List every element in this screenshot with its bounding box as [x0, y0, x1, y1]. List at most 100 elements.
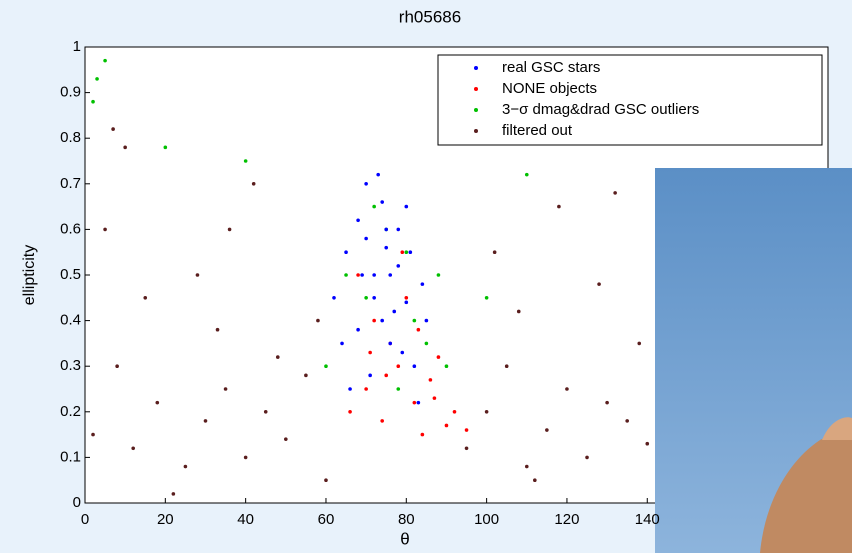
x-tick-label: 140 — [635, 511, 660, 528]
point — [424, 318, 429, 323]
point — [143, 296, 148, 300]
point — [504, 364, 509, 369]
point — [304, 373, 308, 378]
legend-label: 3−σ dmag&drad GSC outliers — [502, 101, 699, 118]
x-tick-label: 120 — [554, 511, 579, 528]
point — [533, 478, 537, 483]
point — [436, 273, 441, 277]
point — [396, 227, 401, 232]
point — [103, 227, 107, 232]
chart-title: rh05686 — [399, 7, 461, 26]
point — [380, 419, 385, 423]
point — [396, 364, 401, 369]
point — [364, 236, 368, 241]
point — [356, 218, 360, 223]
point — [324, 478, 328, 483]
point — [243, 455, 248, 460]
point — [340, 341, 344, 346]
legend-marker — [474, 108, 478, 112]
point — [111, 127, 115, 131]
point — [356, 327, 360, 332]
point — [436, 355, 441, 359]
legend: real GSC stars NONE objects 3−σ dmag&drad … — [437, 54, 823, 146]
point — [613, 191, 617, 195]
point — [344, 273, 348, 277]
legend-marker — [474, 87, 478, 91]
point — [195, 273, 200, 277]
point — [565, 387, 569, 391]
x-tick-label: 60 — [318, 511, 335, 528]
legend-marker — [474, 66, 478, 70]
point — [404, 300, 409, 305]
point — [364, 387, 368, 391]
point — [372, 296, 376, 300]
legend-label: real GSC stars — [502, 59, 600, 76]
y-tick-label: 0 — [73, 494, 81, 511]
point — [484, 296, 489, 300]
point — [404, 296, 409, 300]
point — [380, 318, 385, 323]
point — [416, 327, 421, 332]
point — [251, 182, 256, 186]
legend-box — [437, 54, 823, 146]
legend-label: NONE objects — [502, 80, 597, 97]
point — [344, 250, 348, 254]
point — [464, 446, 469, 451]
y-tick-label: 0.7 — [60, 175, 81, 192]
x-axis-label: θ — [400, 529, 409, 548]
point — [131, 446, 135, 451]
x-tick-label: 20 — [157, 511, 174, 528]
point — [384, 227, 389, 232]
point — [284, 437, 288, 441]
point — [432, 396, 437, 400]
point — [412, 364, 417, 369]
point — [484, 410, 489, 414]
point — [91, 432, 95, 437]
photo-finger — [822, 417, 852, 440]
point — [275, 355, 280, 359]
point — [605, 400, 609, 405]
point — [597, 282, 601, 286]
y-tick-label: 0.5 — [60, 266, 81, 283]
point — [372, 204, 376, 209]
legend-marker — [474, 129, 478, 133]
point — [424, 341, 429, 346]
legend-label: filtered out — [502, 122, 573, 139]
plot — [91, 58, 670, 496]
point — [223, 387, 228, 391]
point — [404, 250, 409, 254]
point — [412, 318, 417, 323]
point — [396, 387, 401, 391]
point — [524, 172, 529, 177]
point — [368, 350, 372, 355]
point — [396, 264, 401, 268]
point — [243, 159, 248, 163]
y-tick-label: 0.2 — [60, 403, 81, 420]
point — [516, 309, 521, 314]
point — [380, 200, 385, 204]
point — [585, 455, 589, 460]
x-tick-label: 0 — [81, 511, 89, 528]
point — [625, 419, 629, 423]
point — [227, 227, 232, 232]
point — [91, 99, 95, 104]
photo-overlay — [655, 168, 852, 553]
point — [416, 400, 421, 405]
photo-hand — [760, 430, 852, 553]
point — [492, 250, 497, 254]
point — [348, 410, 352, 414]
point — [428, 378, 433, 382]
point — [123, 145, 127, 150]
point — [392, 309, 397, 314]
point — [155, 400, 160, 405]
y-tick-label: 0.6 — [60, 220, 81, 237]
point — [324, 364, 328, 369]
point — [384, 245, 389, 250]
point — [263, 410, 268, 414]
point — [372, 318, 376, 323]
point — [95, 77, 99, 81]
y-tick-label: 0.4 — [60, 312, 81, 329]
point — [364, 182, 368, 186]
point — [400, 250, 405, 254]
